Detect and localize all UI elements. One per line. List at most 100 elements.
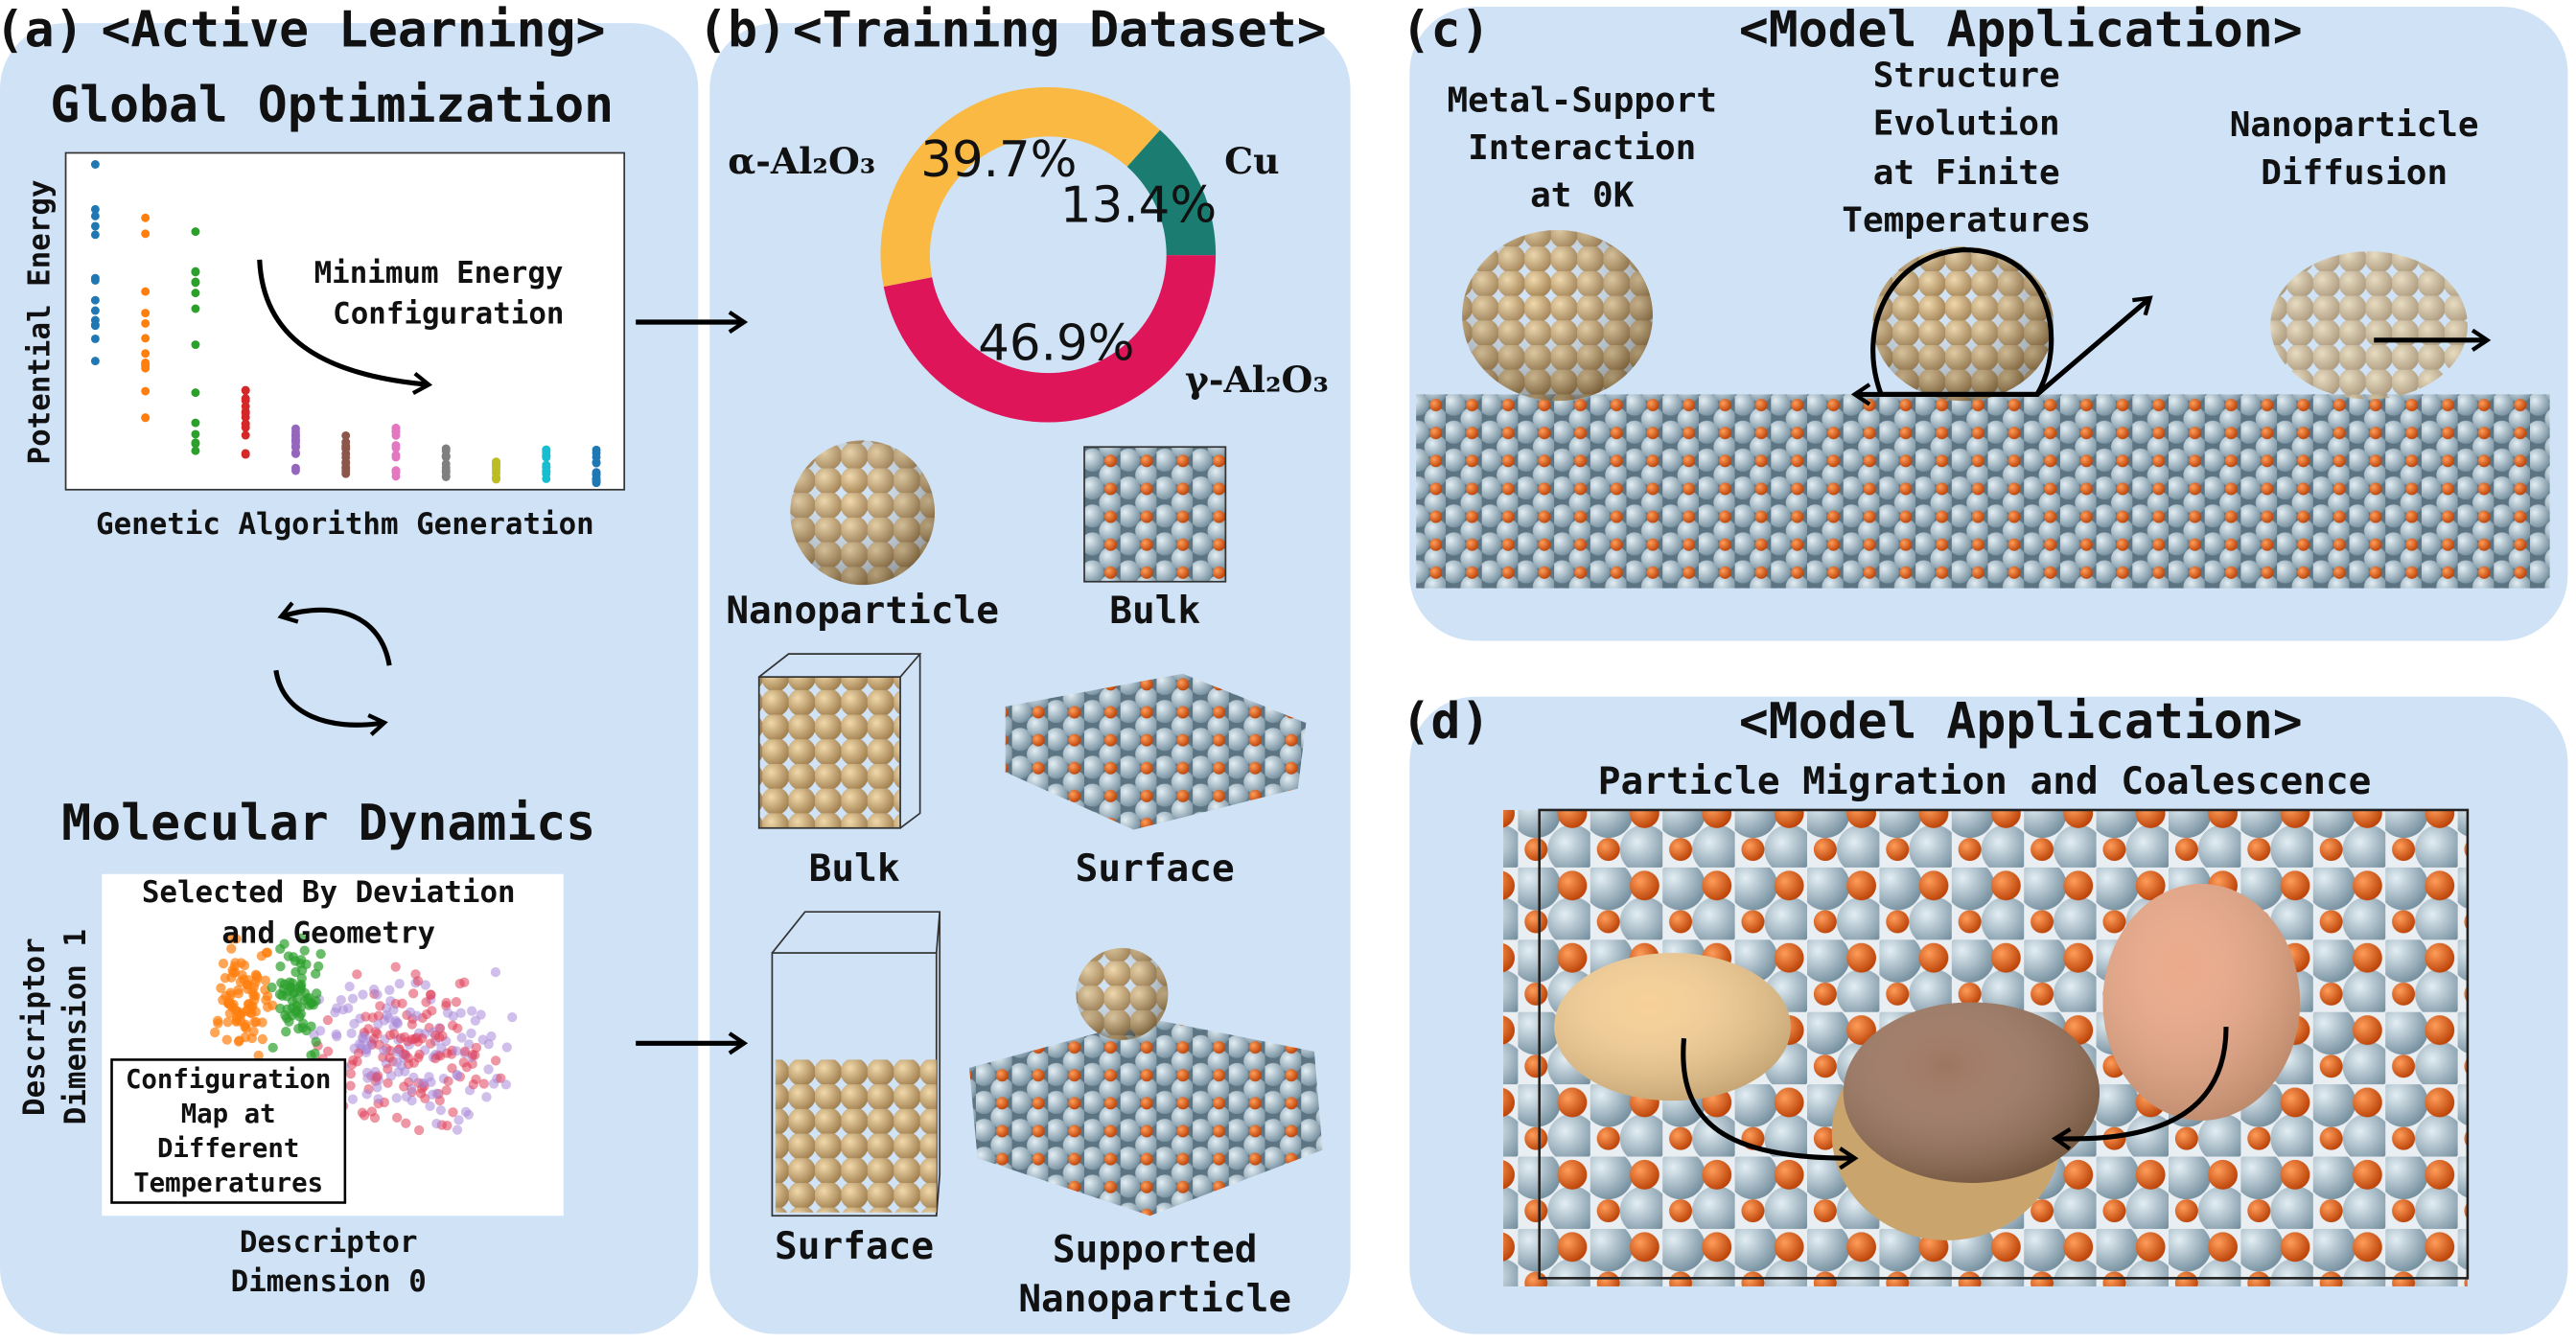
- scatter-dot: [233, 985, 244, 996]
- caption: Temperatures: [1842, 200, 2091, 240]
- caption: Nanoparticle: [2230, 105, 2479, 145]
- scatter-dot: [90, 230, 100, 240]
- caption: Metal-Support: [1447, 81, 1717, 120]
- scatter-dot: [373, 1094, 383, 1104]
- scatter-dot: [411, 1032, 422, 1043]
- scatter-dot: [399, 1031, 410, 1042]
- scatter-dot: [234, 1035, 244, 1046]
- scatter-dot: [291, 449, 300, 458]
- scatter-dot: [191, 304, 200, 313]
- scatter-dot: [141, 213, 151, 222]
- scatter-dot: [399, 1081, 409, 1092]
- nanoparticle: [2270, 251, 2468, 400]
- scatter-dot: [90, 306, 100, 315]
- scatter-dot: [542, 467, 551, 476]
- panel-title: <Active Learning>: [101, 1, 605, 58]
- scatter-dot: [141, 359, 151, 368]
- scatter-dot: [405, 1007, 416, 1018]
- scatter-dot: [426, 1038, 436, 1049]
- scatter-dot: [492, 475, 500, 484]
- scatter-dot: [353, 1048, 364, 1058]
- scatter-dot: [257, 1017, 267, 1028]
- scatter-dot: [384, 1030, 396, 1041]
- y-axis-label: Dimension 1: [58, 929, 93, 1124]
- scatter-dot: [352, 969, 362, 980]
- scatter-dot: [433, 1032, 445, 1043]
- scatter-dot: [501, 1042, 512, 1053]
- category-label: Cu: [1224, 140, 1279, 182]
- scatter-dot: [542, 474, 551, 483]
- scatter-dot: [427, 1006, 437, 1016]
- scatter-dot: [299, 945, 310, 956]
- scatter-dot: [90, 295, 100, 305]
- scatter-dot: [349, 1018, 360, 1029]
- scatter-dot: [295, 1002, 306, 1012]
- scatter-dot: [481, 1092, 492, 1102]
- scatter-dot: [373, 1019, 383, 1030]
- scatter-dot: [341, 452, 351, 462]
- scatter-dot: [441, 452, 451, 461]
- scatter-dot: [286, 982, 296, 992]
- structure-label: Surface: [775, 1224, 934, 1268]
- scatter-dot: [490, 1055, 501, 1066]
- scatter-dot: [345, 1080, 356, 1091]
- structure-label: Bulk: [1109, 589, 1200, 633]
- scatter-dot: [592, 475, 601, 484]
- scatter-dot: [291, 442, 300, 452]
- donut-chart: 39.7% α-Al₂O₃ 13.4%Cu 46.9% γ-Al₂O₃: [728, 86, 1329, 423]
- scatter-dot: [442, 1008, 453, 1018]
- scatter-dot: [391, 466, 401, 475]
- scatter-dot: [241, 394, 250, 404]
- scatter-dot: [322, 1014, 334, 1026]
- scatter-dot: [385, 1071, 397, 1081]
- scatter-dot: [274, 989, 286, 1000]
- scatter-dot: [371, 1072, 382, 1082]
- scatter-dot: [360, 1011, 371, 1022]
- subtitle: Particle Migration and Coalescence: [1598, 759, 2372, 803]
- scatter-dot: [401, 1050, 411, 1060]
- scatter-dot: [241, 406, 250, 416]
- scatter-dot: [141, 287, 151, 296]
- scatter-dot: [388, 1005, 399, 1015]
- substrate: [1416, 394, 2550, 589]
- scatter-dot: [592, 457, 601, 467]
- scatter-dot: [341, 430, 351, 440]
- scatter-dot: [244, 998, 255, 1009]
- scatter-dot: [492, 460, 500, 470]
- scatter-dot: [291, 430, 300, 440]
- scatter-dot: [431, 1118, 442, 1129]
- scatter-dot: [311, 1036, 321, 1047]
- scatter-dot: [291, 463, 300, 473]
- scatter-dot: [347, 993, 359, 1004]
- scatter-dot: [448, 1107, 458, 1118]
- structure-label: Nanoparticle: [726, 589, 999, 633]
- scatter-dot: [241, 430, 250, 440]
- scatter-dot: [442, 1121, 453, 1131]
- scatter-dot: [294, 1011, 305, 1022]
- scatter-dot: [358, 989, 368, 1000]
- scatter-dot: [191, 266, 200, 276]
- scatter-dot: [253, 1050, 264, 1061]
- scatter-dot: [243, 975, 254, 985]
- scatter-dot: [341, 444, 351, 453]
- panel-label: (a): [0, 1, 84, 58]
- shading: [1872, 246, 2054, 402]
- inset-text: Configuration: [126, 1065, 332, 1095]
- caption: at 0K: [1530, 176, 1635, 216]
- scatter-dot: [290, 956, 301, 966]
- scatter-dot: [262, 990, 273, 1002]
- panel-title: <Training Dataset>: [793, 1, 1327, 58]
- donut-segment: [880, 86, 1161, 288]
- scatter-dot: [490, 966, 501, 978]
- scatter-dot: [246, 1032, 257, 1044]
- scatter-dot: [322, 1046, 334, 1056]
- scatter-dot: [90, 160, 100, 169]
- scatter-dot: [226, 943, 237, 954]
- scatter-dot: [191, 446, 200, 455]
- scatter-dot: [430, 1053, 441, 1064]
- scatter-dot: [311, 968, 321, 980]
- scatter-dot: [447, 1063, 457, 1074]
- scatter-dot: [306, 1021, 316, 1031]
- scatter-dot: [191, 227, 200, 237]
- scatter-dot: [90, 211, 100, 220]
